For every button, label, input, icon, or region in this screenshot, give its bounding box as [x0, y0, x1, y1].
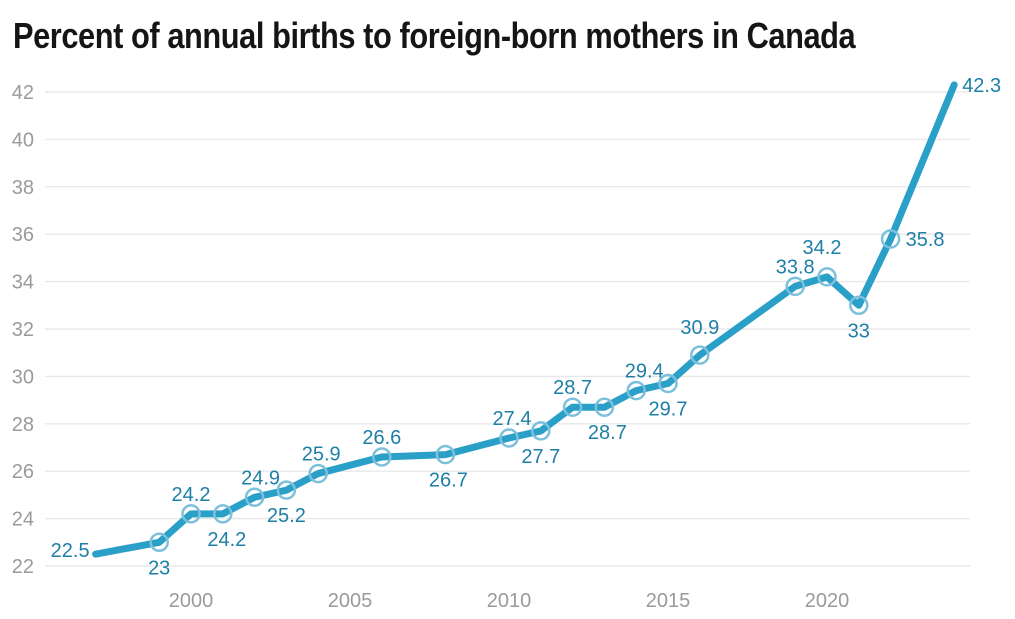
- data-point-marker: [849, 295, 869, 316]
- data-point-label: 23: [148, 557, 170, 579]
- data-point-label: 27.4: [493, 408, 532, 430]
- data-point-label: 25.2: [267, 505, 306, 527]
- data-point-label: 29.7: [649, 399, 688, 421]
- data-point-label: 28.7: [588, 422, 627, 444]
- data-point-marker: [435, 444, 456, 465]
- data-point-marker: [149, 532, 169, 553]
- data-point-label: 28.7: [553, 377, 592, 399]
- data-point-label: 34.2: [803, 237, 842, 259]
- data-point-marker: [499, 428, 519, 448]
- x-tick-label: 2010: [487, 590, 532, 612]
- data-point-marker: [372, 447, 392, 467]
- data-point-marker: [244, 487, 265, 508]
- data-point-label: 24.9: [241, 467, 280, 489]
- data-point-marker: [690, 345, 710, 365]
- data-point-marker: [308, 463, 328, 484]
- data-point-marker: [594, 397, 615, 417]
- data-point-label: 35.8: [906, 229, 945, 251]
- data-point-marker: [531, 421, 551, 441]
- trend-line: [92, 81, 958, 558]
- data-point-marker: [626, 380, 646, 401]
- data-point-label: 33.8: [776, 256, 815, 278]
- x-tick-label: 2015: [646, 590, 691, 612]
- y-tick-label: 36: [12, 224, 34, 246]
- x-tick-label: 2020: [805, 590, 850, 612]
- data-point-marker: [785, 276, 805, 297]
- y-tick-label: 28: [12, 414, 34, 436]
- data-point-marker: [880, 229, 901, 249]
- y-tick-label: 38: [12, 177, 34, 199]
- data-point-label: 22.5: [51, 540, 90, 562]
- data-point-marker: [213, 504, 233, 524]
- chart-title: Percent of annual births to foreign-born…: [13, 15, 856, 56]
- data-point-label: 24.2: [172, 484, 211, 506]
- data-point-label: 33: [848, 320, 870, 342]
- x-tick-label: 2000: [169, 590, 214, 612]
- y-tick-label: 34: [12, 272, 34, 294]
- data-point-label: 27.7: [521, 446, 560, 468]
- y-tick-label: 40: [12, 129, 34, 151]
- x-tick-label: 2005: [328, 590, 373, 612]
- y-tick-label: 42: [12, 82, 34, 104]
- y-tick-label: 24: [12, 509, 34, 531]
- y-tick-label: 32: [12, 319, 34, 341]
- data-point-label: 26.7: [429, 470, 468, 492]
- data-point-label: 42.3: [962, 75, 1001, 97]
- data-point-marker: [276, 480, 297, 500]
- y-tick-label: 26: [12, 461, 34, 483]
- data-point-label: 25.9: [302, 444, 341, 466]
- data-point-label: 24.2: [207, 529, 246, 551]
- y-tick-label: 30: [12, 366, 34, 388]
- data-point-label: 29.4: [625, 361, 664, 383]
- data-point-label: 26.6: [362, 427, 401, 449]
- data-point-marker: [181, 504, 201, 524]
- data-point-marker: [562, 397, 583, 417]
- data-point-label: 30.9: [680, 317, 719, 339]
- data-point-marker: [658, 373, 678, 394]
- data-point-marker: [817, 267, 837, 287]
- y-tick-label: 22: [12, 556, 34, 578]
